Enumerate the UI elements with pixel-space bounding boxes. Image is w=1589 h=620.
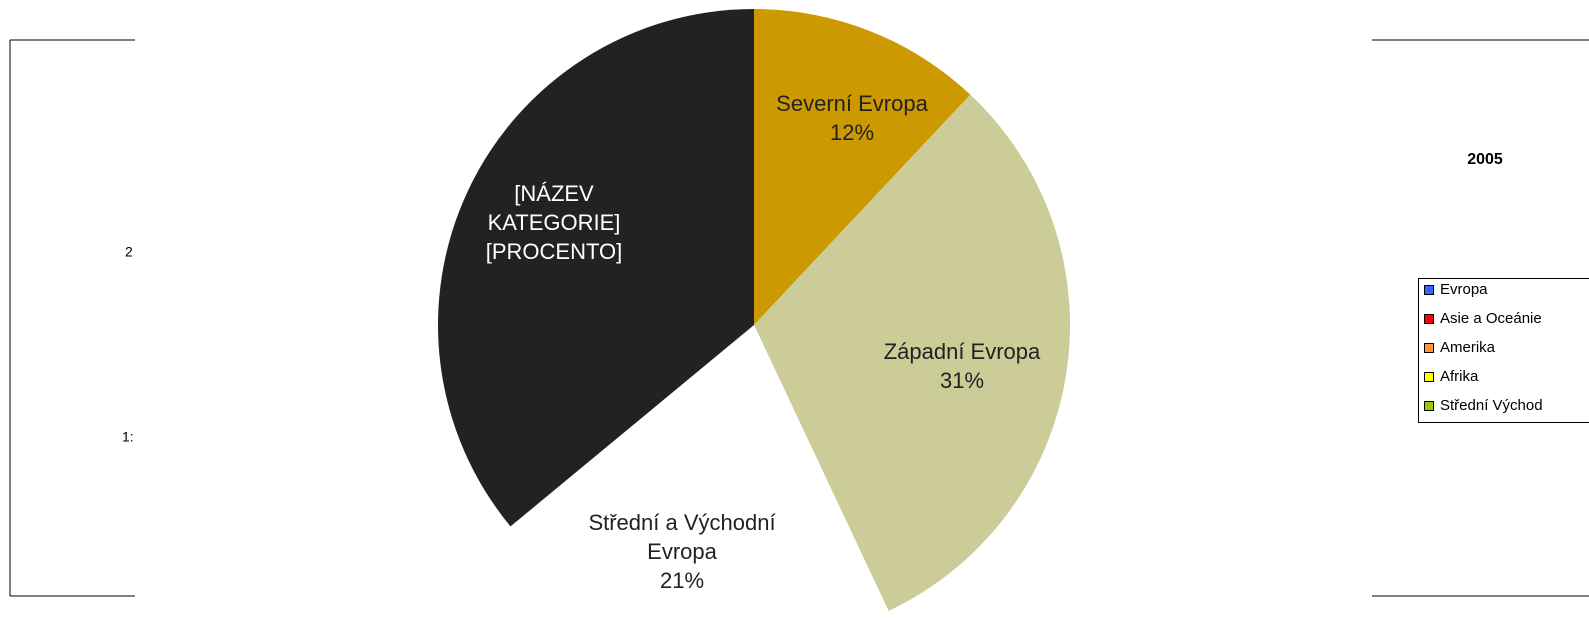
label-line: [NÁZEV bbox=[514, 181, 594, 206]
legend-label: Asie a Oceánie bbox=[1440, 310, 1542, 327]
pie-slice bbox=[754, 94, 1070, 611]
axis-label: 2 bbox=[125, 244, 133, 260]
pie-slice bbox=[754, 9, 971, 325]
axis-label: 1: bbox=[122, 429, 134, 445]
legend-swatch bbox=[1424, 401, 1434, 411]
legend-swatch bbox=[1424, 314, 1434, 324]
pie-slice bbox=[438, 9, 754, 527]
value-label: [PROCENTO] bbox=[486, 239, 623, 264]
legend-swatch bbox=[1424, 285, 1434, 295]
slice-label: [NÁZEV KATEGORIE] [PROCENTO] bbox=[486, 181, 623, 264]
pie-slice bbox=[510, 325, 889, 620]
legend-swatch bbox=[1424, 343, 1434, 353]
value-label: 12% bbox=[830, 120, 874, 145]
slice-label: Západní Evropa 31% bbox=[884, 339, 1041, 393]
slice-label: Střední a Východní Evropa 21% bbox=[588, 510, 775, 593]
chart-title: 2005 bbox=[1467, 151, 1503, 168]
value-label: 31% bbox=[940, 368, 984, 393]
label-line: Evropa bbox=[647, 539, 717, 564]
legend-label: Amerika bbox=[1440, 339, 1496, 356]
legend-box bbox=[1418, 278, 1589, 423]
label-line: Střední a Východní bbox=[588, 510, 775, 535]
legend-swatch bbox=[1424, 372, 1434, 382]
legend-label: Evropa bbox=[1440, 281, 1488, 298]
legend-label: Afrika bbox=[1440, 368, 1479, 385]
value-label: 21% bbox=[660, 568, 704, 593]
label-line: Západní Evropa bbox=[884, 339, 1041, 364]
slice-label: Severní Evropa 12% bbox=[776, 91, 928, 145]
label-line: Severní Evropa bbox=[776, 91, 928, 116]
label-line: KATEGORIE] bbox=[488, 210, 621, 235]
legend-label: Střední Východ bbox=[1440, 397, 1543, 414]
